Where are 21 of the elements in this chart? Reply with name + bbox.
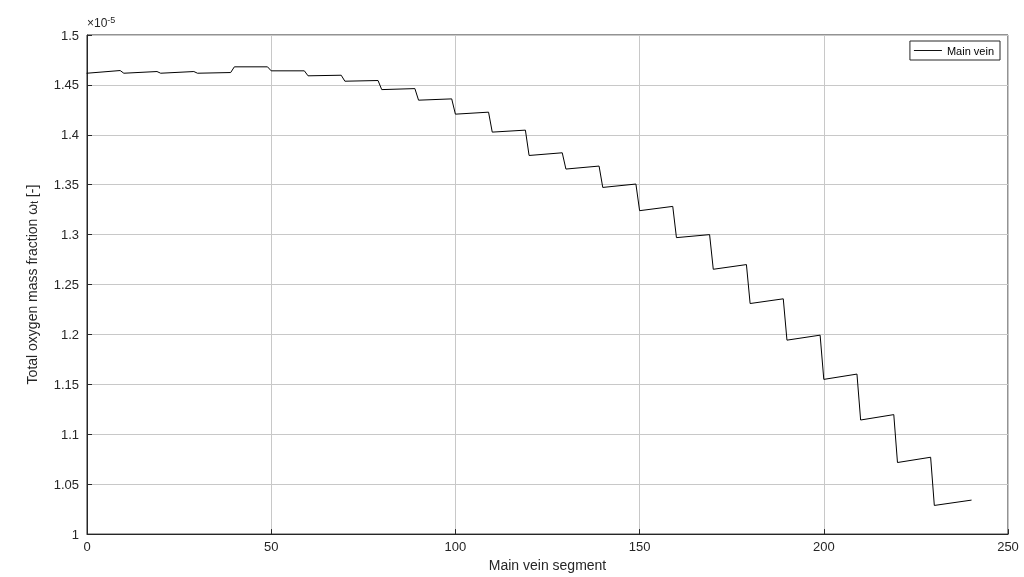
x-tick-label: 150 <box>628 539 651 555</box>
y-axis-title: Total oxygen mass fraction ωt [-] <box>24 184 40 385</box>
legend-label: Main vein <box>946 44 994 57</box>
x-tick-label: 250 <box>997 539 1019 555</box>
x-tick-label: 100 <box>444 539 467 555</box>
x-tick-label: 50 <box>263 539 279 555</box>
line-series <box>86 66 972 506</box>
y-tick-label: 1.25 <box>53 277 79 293</box>
x-tick-label: 0 <box>83 539 91 555</box>
y-tick-label: 1.4 <box>60 127 79 143</box>
x-tick-label: 200 <box>812 539 835 555</box>
y-tick-label: 1.3 <box>60 227 79 243</box>
x-axis-title: Main vein segment <box>488 557 607 573</box>
y-tick-label: 1.35 <box>53 177 79 193</box>
y-tick-label: 1.1 <box>60 426 79 442</box>
y-tick-label: 1.45 <box>53 77 79 93</box>
y-tick-label: 1 <box>71 526 79 542</box>
y-tick-label: 1.05 <box>53 476 79 492</box>
y-tick-label: 1.2 <box>60 326 79 342</box>
y-tick-label: 1.5 <box>60 27 79 43</box>
y-tick-label: 1.15 <box>53 376 79 392</box>
